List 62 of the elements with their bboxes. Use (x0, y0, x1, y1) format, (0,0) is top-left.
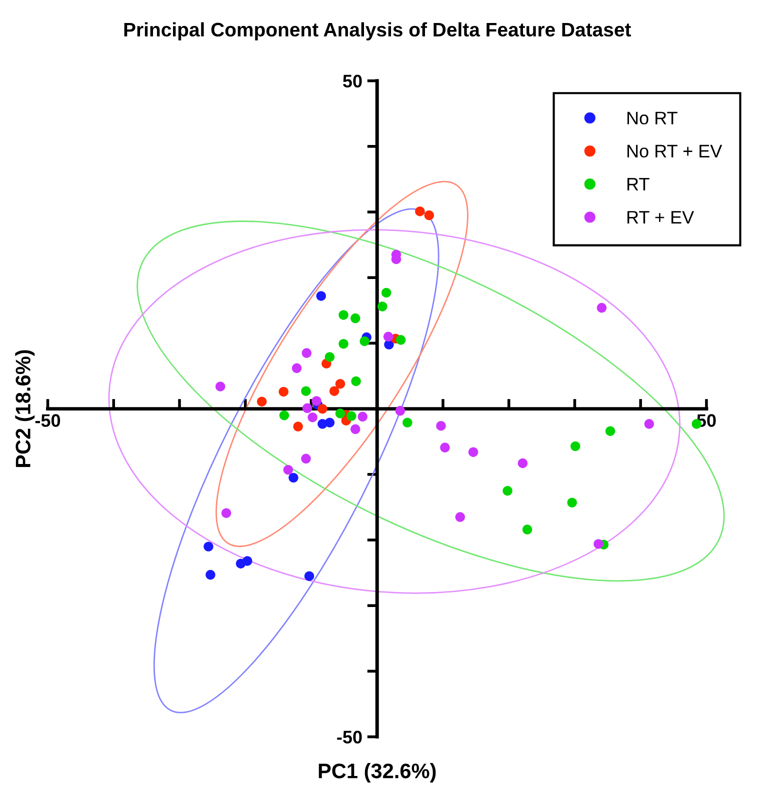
point (436, 420, 446, 431)
point (396, 335, 406, 345)
legend-label: No RT (627, 112, 678, 124)
point (304, 571, 314, 581)
point (395, 406, 406, 416)
point (346, 411, 356, 421)
point (502, 486, 512, 496)
point (383, 332, 394, 342)
legend-label: No RT + EV (627, 144, 722, 158)
point (335, 408, 346, 418)
legend-label: RT (627, 178, 650, 190)
point (338, 310, 348, 320)
point (644, 419, 654, 429)
point (318, 404, 328, 414)
point (278, 386, 288, 397)
point (301, 454, 311, 464)
point (215, 382, 226, 392)
point (283, 464, 294, 475)
point (302, 348, 312, 358)
point (605, 426, 616, 436)
point (206, 570, 216, 580)
point (292, 363, 302, 373)
point (518, 458, 528, 468)
point (570, 441, 580, 452)
point (351, 376, 361, 386)
point (293, 422, 303, 432)
point (302, 403, 312, 414)
x-axis-title: PC1 (32.6%) (318, 763, 436, 782)
point (324, 352, 335, 362)
point (308, 412, 318, 422)
point (424, 210, 434, 220)
point (415, 206, 425, 216)
point (221, 508, 232, 518)
point (312, 396, 322, 406)
point (301, 386, 311, 396)
point (316, 291, 326, 301)
point (468, 447, 478, 457)
point (338, 338, 348, 349)
point (256, 396, 267, 406)
y-axis-title: PC2 (18.6%) (15, 350, 35, 468)
point (335, 379, 346, 389)
point (358, 412, 368, 422)
point (350, 424, 360, 434)
point (324, 418, 335, 428)
point (360, 336, 370, 346)
point (440, 442, 450, 452)
point (279, 410, 290, 420)
point (567, 498, 577, 508)
point (204, 542, 214, 552)
point (455, 512, 465, 522)
point (350, 313, 360, 324)
point (402, 418, 412, 428)
point (378, 302, 388, 312)
point (594, 539, 604, 549)
chart-title: Principal Component Analysis of Delta Feature Dataset (124, 22, 631, 40)
legend-label: RT + EV (627, 211, 694, 224)
point (242, 556, 252, 566)
point (288, 472, 298, 483)
point (329, 386, 340, 396)
point (596, 302, 607, 313)
point (522, 524, 532, 534)
point (381, 288, 392, 298)
